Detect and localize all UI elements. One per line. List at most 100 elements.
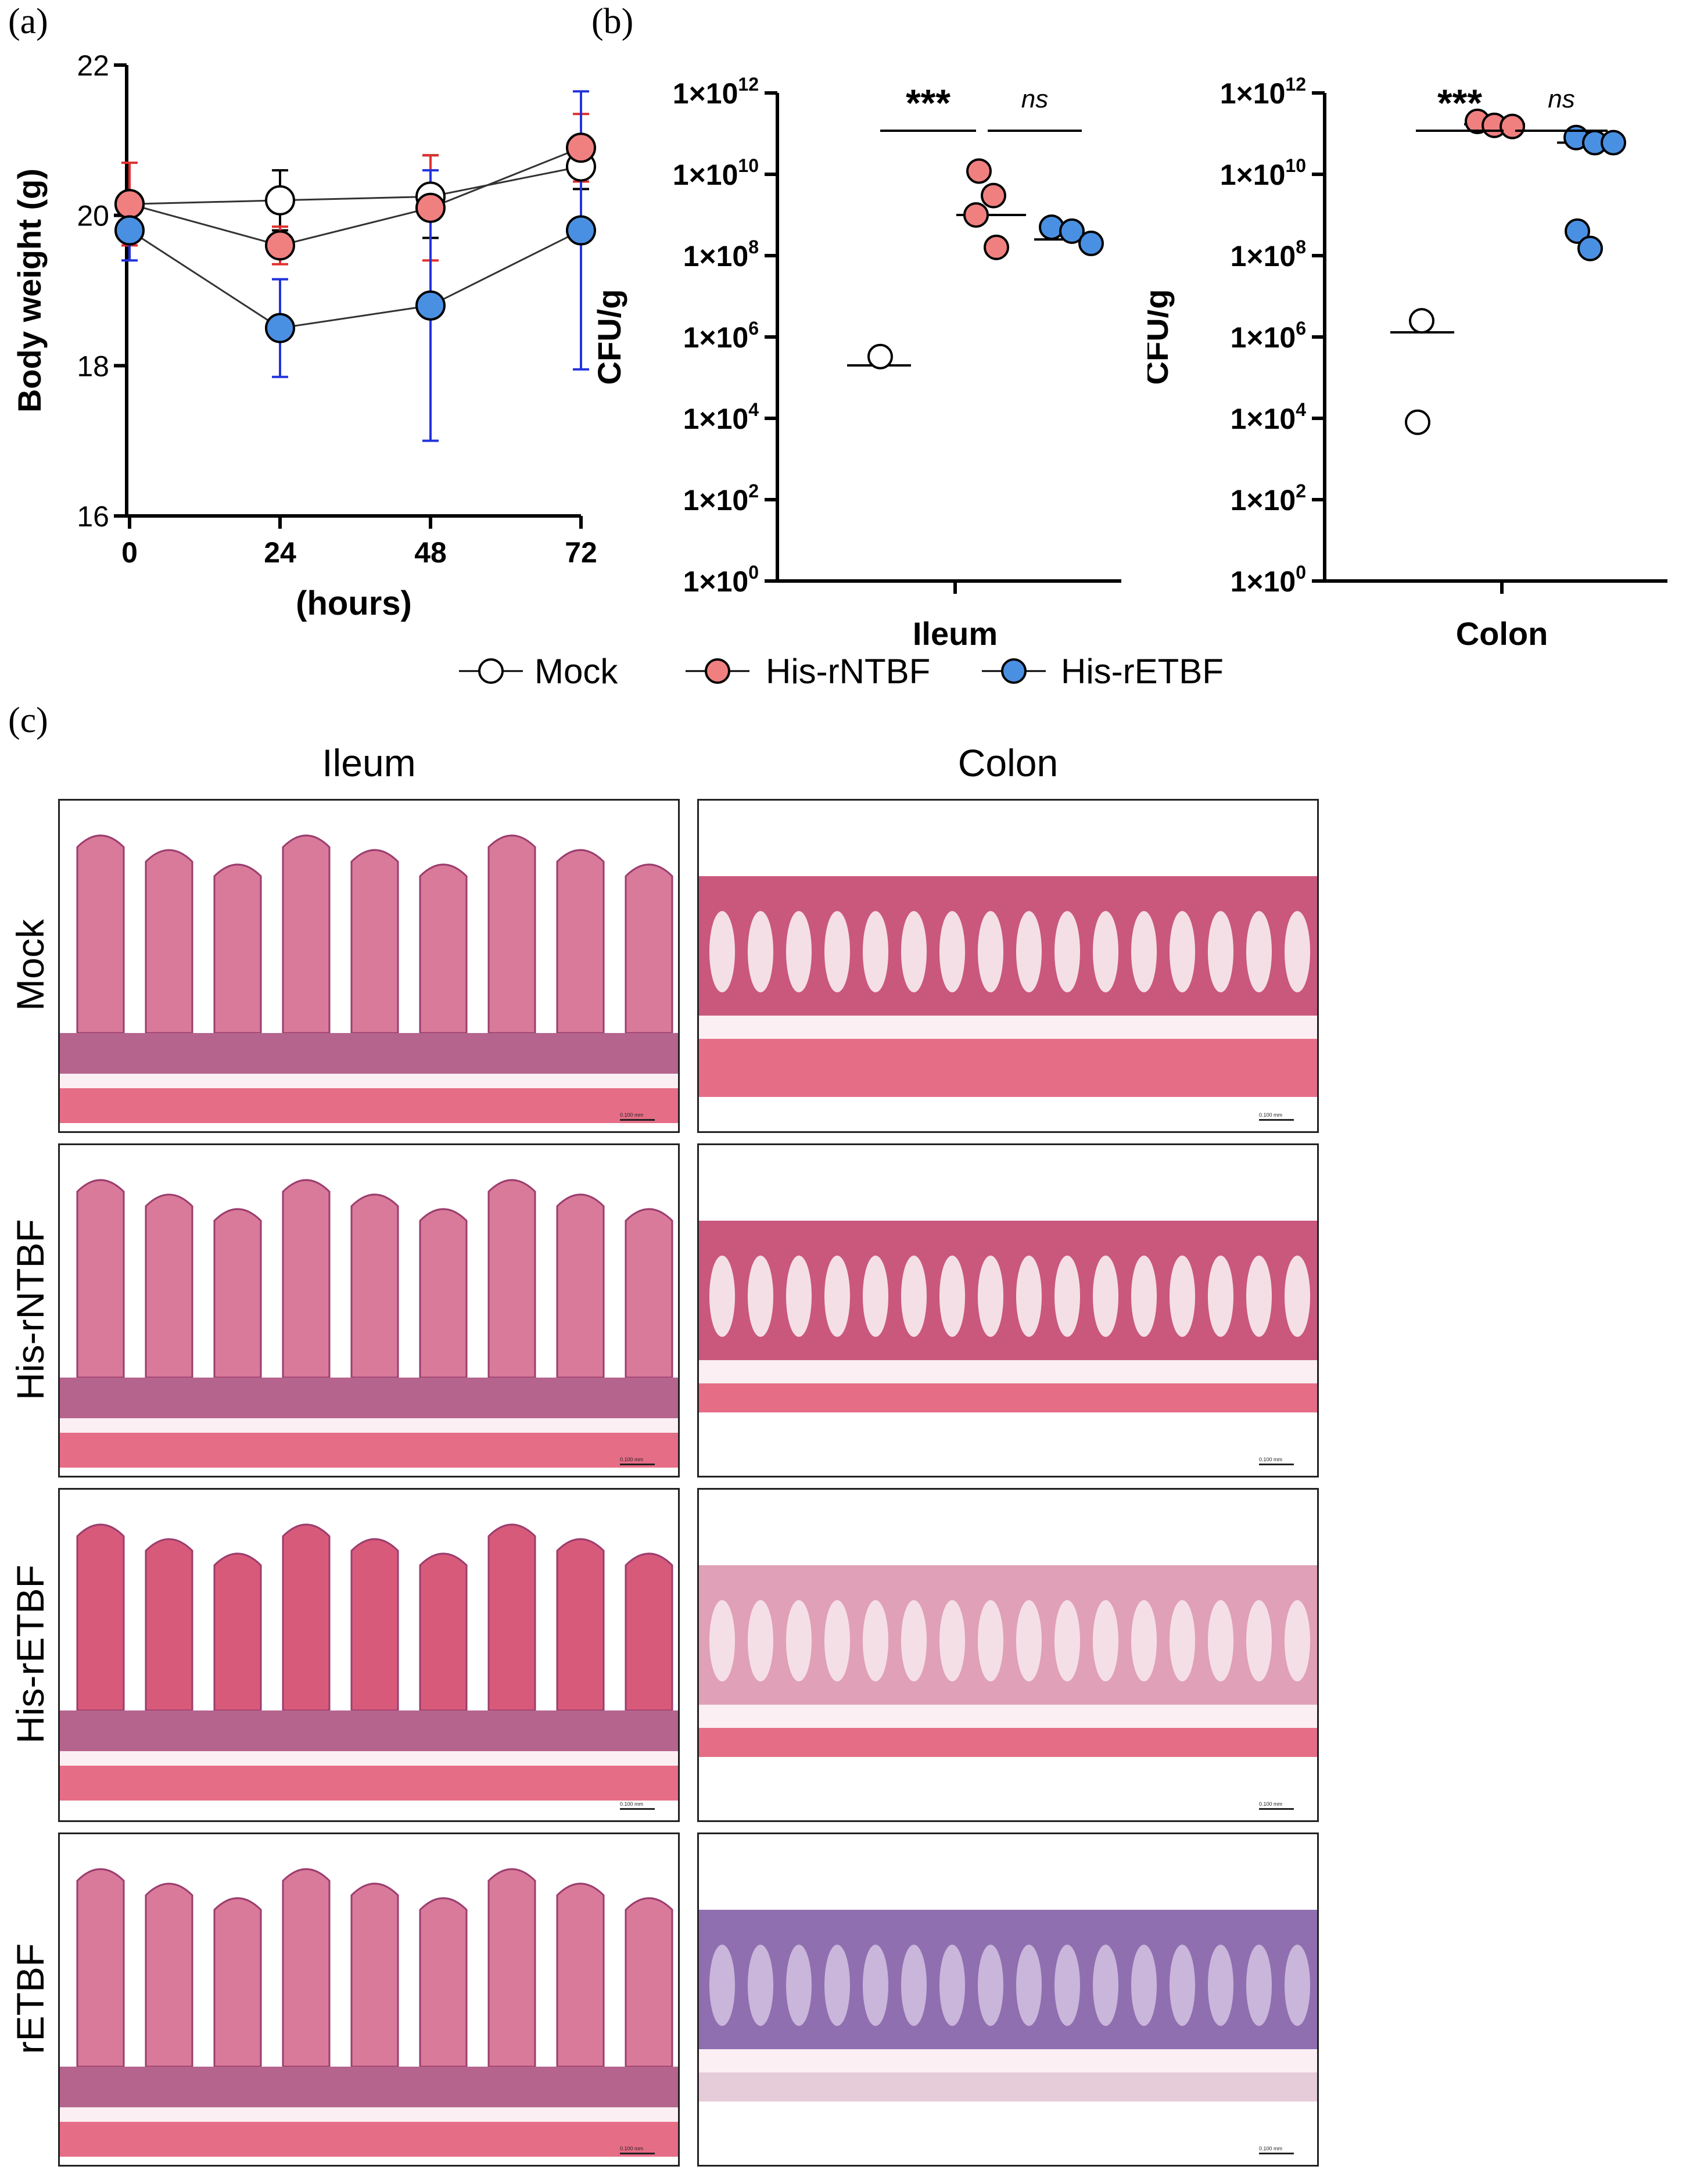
y-tick-label: 18 bbox=[77, 350, 109, 382]
data-point bbox=[1500, 113, 1525, 139]
villus-shape bbox=[419, 1208, 468, 1379]
crypt-shape bbox=[1285, 1945, 1310, 2026]
scale-bar: 0.100 mm bbox=[620, 1801, 655, 1810]
crypt-shape bbox=[786, 911, 812, 992]
submucosa bbox=[699, 1705, 1317, 1728]
crypt-shape bbox=[1170, 1256, 1195, 1337]
crypt-shape bbox=[1054, 911, 1080, 992]
villus-shape bbox=[419, 863, 468, 1034]
crypt-shape bbox=[1208, 1256, 1233, 1337]
y-tick-label: 1×104 bbox=[683, 399, 759, 435]
villus-shape bbox=[213, 1897, 262, 2068]
crypt-shape bbox=[863, 1256, 888, 1337]
significance-label: ns bbox=[1548, 85, 1574, 113]
crypt-shape bbox=[824, 1945, 850, 2026]
x-tick-label: 24 bbox=[264, 536, 296, 569]
villus-shape bbox=[282, 1523, 331, 1712]
crypt-shape bbox=[1131, 911, 1157, 992]
data-point bbox=[415, 290, 446, 321]
data-point bbox=[265, 313, 295, 343]
scale-bar-line bbox=[1259, 2153, 1294, 2154]
column-title-ileum: Ileum bbox=[322, 741, 416, 784]
body-weight-chart: 16 18 20 22 0 24 48 72 (hours) Body weight (g) bbox=[11, 49, 597, 622]
crypt-shape bbox=[1054, 1600, 1080, 1681]
crypt-shape bbox=[748, 911, 773, 992]
y-tick-label: 1×100 bbox=[683, 562, 759, 598]
row-label: His-rETBF bbox=[9, 1564, 52, 1744]
ileum-cfu-chart: 1×100 1×102 1×104 1×106 1×108 1×1010 1×1012 CFU… bbox=[593, 74, 1121, 652]
panel-label-c: (c) bbox=[8, 701, 48, 740]
villus-shape bbox=[625, 863, 673, 1034]
villus-shape bbox=[145, 1193, 193, 1379]
crypt-shape bbox=[1246, 1600, 1272, 1681]
crypt-shape bbox=[978, 1256, 1003, 1337]
crypt-shape bbox=[939, 1600, 965, 1681]
data-point bbox=[867, 343, 893, 370]
crypt-shape bbox=[824, 1600, 850, 1681]
colon-micrograph: 0.100 mm bbox=[697, 1143, 1319, 1477]
scale-bar: 0.100 mm bbox=[1259, 1457, 1294, 1465]
crypt-shape bbox=[709, 1945, 735, 2026]
scale-bar: 0.100 mm bbox=[620, 1112, 655, 1121]
crypt-layer bbox=[60, 1378, 678, 1418]
submucosa bbox=[60, 1418, 678, 1433]
row-label: rETBF bbox=[9, 1943, 52, 2054]
y-tick-label: 1×108 bbox=[1231, 236, 1306, 272]
colon-micrograph: 0.100 mm bbox=[697, 1832, 1319, 2167]
villus-shape bbox=[350, 1882, 399, 2068]
series-line bbox=[129, 229, 582, 329]
villus-shape bbox=[350, 849, 399, 1034]
scale-bar: 0.100 mm bbox=[620, 2146, 655, 2154]
scale-bar-label: 0.100 mm bbox=[620, 1112, 644, 1118]
ileum-micrograph: 0.100 mm bbox=[58, 1832, 680, 2167]
crypt-shape bbox=[748, 1256, 773, 1337]
villus-shape bbox=[145, 1882, 193, 2068]
muscle-layer bbox=[699, 1728, 1317, 1757]
y-axis-label: CFU/g bbox=[593, 289, 627, 385]
data-point bbox=[1565, 218, 1590, 244]
crypt-shape bbox=[1093, 1256, 1118, 1337]
legend-marker bbox=[478, 658, 504, 684]
y-tick-label: 1×100 bbox=[1231, 562, 1306, 598]
scale-bar-line bbox=[1259, 1119, 1294, 1121]
villus-shape bbox=[625, 1208, 673, 1379]
crypt-shape bbox=[1054, 1945, 1080, 2026]
y-tick-label: 16 bbox=[77, 500, 109, 533]
crypt-shape bbox=[1285, 1256, 1310, 1337]
data-point bbox=[1409, 308, 1434, 334]
muscle-layer bbox=[60, 2122, 678, 2157]
crypt-shape bbox=[786, 1256, 812, 1337]
x-tick-label: 48 bbox=[414, 536, 447, 569]
crypt-shape bbox=[939, 1256, 965, 1337]
crypt-shape bbox=[939, 911, 965, 992]
scale-bar-label: 0.100 mm bbox=[1259, 2146, 1283, 2151]
crypt-shape bbox=[824, 1256, 850, 1337]
y-tick-label: 1×108 bbox=[683, 236, 759, 272]
crypt-shape bbox=[786, 1600, 812, 1681]
villus-shape bbox=[556, 1882, 605, 2068]
scale-bar-line bbox=[620, 2153, 655, 2154]
crypt-shape bbox=[978, 911, 1003, 992]
data-point bbox=[265, 185, 295, 216]
villus-shape bbox=[487, 834, 536, 1034]
crypt-shape bbox=[1208, 911, 1233, 992]
data-point bbox=[1078, 230, 1104, 256]
muscle-layer bbox=[60, 1088, 678, 1123]
crypt-shape bbox=[709, 1256, 735, 1337]
scale-bar-label: 0.100 mm bbox=[620, 2146, 644, 2151]
crypt-shape bbox=[901, 1945, 927, 2026]
legend-marker bbox=[1001, 658, 1027, 684]
data-point bbox=[963, 202, 989, 228]
submucosa bbox=[60, 1751, 678, 1766]
villus-shape bbox=[556, 1193, 605, 1379]
muscle-layer bbox=[699, 2072, 1317, 2101]
x-axis-label: (hours) bbox=[296, 584, 412, 622]
data-point bbox=[981, 182, 1006, 209]
crypt-shape bbox=[748, 1945, 773, 2026]
villus-shape bbox=[556, 849, 605, 1034]
crypt-shape bbox=[901, 1600, 927, 1681]
crypt-shape bbox=[1208, 1600, 1233, 1681]
crypt-shape bbox=[748, 1600, 773, 1681]
data-point bbox=[114, 189, 145, 220]
scale-bar: 0.100 mm bbox=[1259, 2146, 1294, 2154]
